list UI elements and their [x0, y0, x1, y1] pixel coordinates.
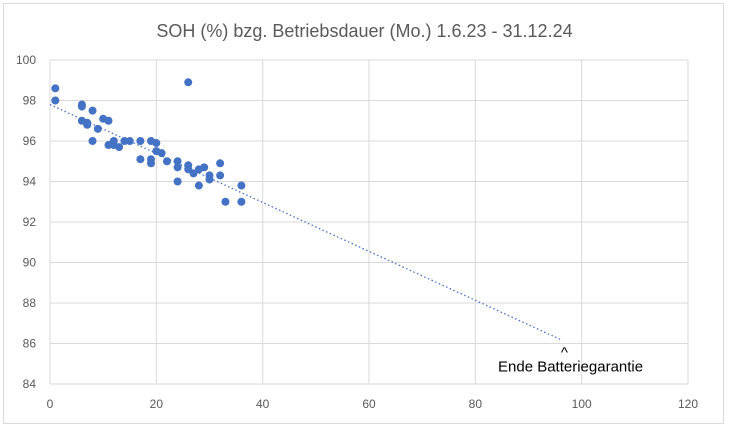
- data-point: [205, 175, 214, 184]
- data-point: [237, 181, 246, 190]
- y-tick-label: 90: [23, 256, 37, 270]
- x-tick-label: 80: [469, 397, 483, 411]
- axis-labels: 84 86 88 90 92 94 96 98 100 0 20 40 60 80 100 120: [16, 53, 698, 411]
- data-point: [115, 143, 124, 152]
- data-point: [216, 171, 225, 180]
- x-tick-label: 20: [150, 397, 164, 411]
- data-point: [173, 177, 182, 186]
- trendline: [49, 103, 561, 341]
- chart-title: SOH (%) bzg. Betriebsdauer (Mo.) 1.6.23 …: [156, 21, 573, 41]
- data-point: [93, 124, 102, 133]
- data-point: [51, 84, 60, 93]
- data-point: [184, 78, 193, 87]
- data-point: [147, 159, 156, 168]
- data-point: [77, 102, 86, 111]
- x-tick-label: 100: [572, 397, 592, 411]
- data-point: [83, 120, 92, 129]
- annotation-marker: ^: [561, 344, 568, 361]
- x-tick-label: 40: [256, 397, 270, 411]
- data-point: [173, 157, 182, 166]
- y-tick-label: 86: [23, 337, 37, 351]
- data-point: [88, 137, 97, 145]
- data-point: [200, 163, 209, 172]
- data-point: [136, 137, 145, 145]
- x-tick-label: 0: [47, 397, 54, 411]
- y-tick-label: 88: [23, 296, 37, 310]
- y-tick-label: 84: [23, 377, 37, 391]
- data-point: [125, 137, 134, 145]
- x-tick-label: 60: [362, 397, 376, 411]
- annotation-label: Ende Batteriegarantie: [498, 358, 643, 375]
- y-tick-label: 96: [23, 134, 37, 148]
- data-point: [216, 159, 225, 168]
- data-point: [51, 96, 60, 105]
- data-point: [88, 106, 97, 115]
- data-point: [157, 149, 166, 158]
- y-tick-label: 94: [23, 175, 37, 189]
- data-point: [194, 181, 203, 190]
- data-point: [221, 197, 230, 206]
- data-points: [51, 78, 246, 206]
- data-point: [162, 157, 171, 166]
- gridlines: [49, 59, 689, 385]
- data-point: [173, 163, 182, 172]
- chart-frame: SOH (%) bzg. Betriebsdauer (Mo.) 1.6.23 …: [3, 3, 724, 424]
- data-point: [136, 155, 145, 164]
- data-point: [104, 116, 113, 125]
- y-tick-label: 98: [23, 94, 37, 108]
- y-tick-label: 92: [23, 215, 37, 229]
- data-point: [237, 197, 246, 206]
- y-tick-label: 100: [16, 53, 36, 67]
- data-point: [152, 139, 161, 148]
- x-tick-label: 120: [678, 397, 698, 411]
